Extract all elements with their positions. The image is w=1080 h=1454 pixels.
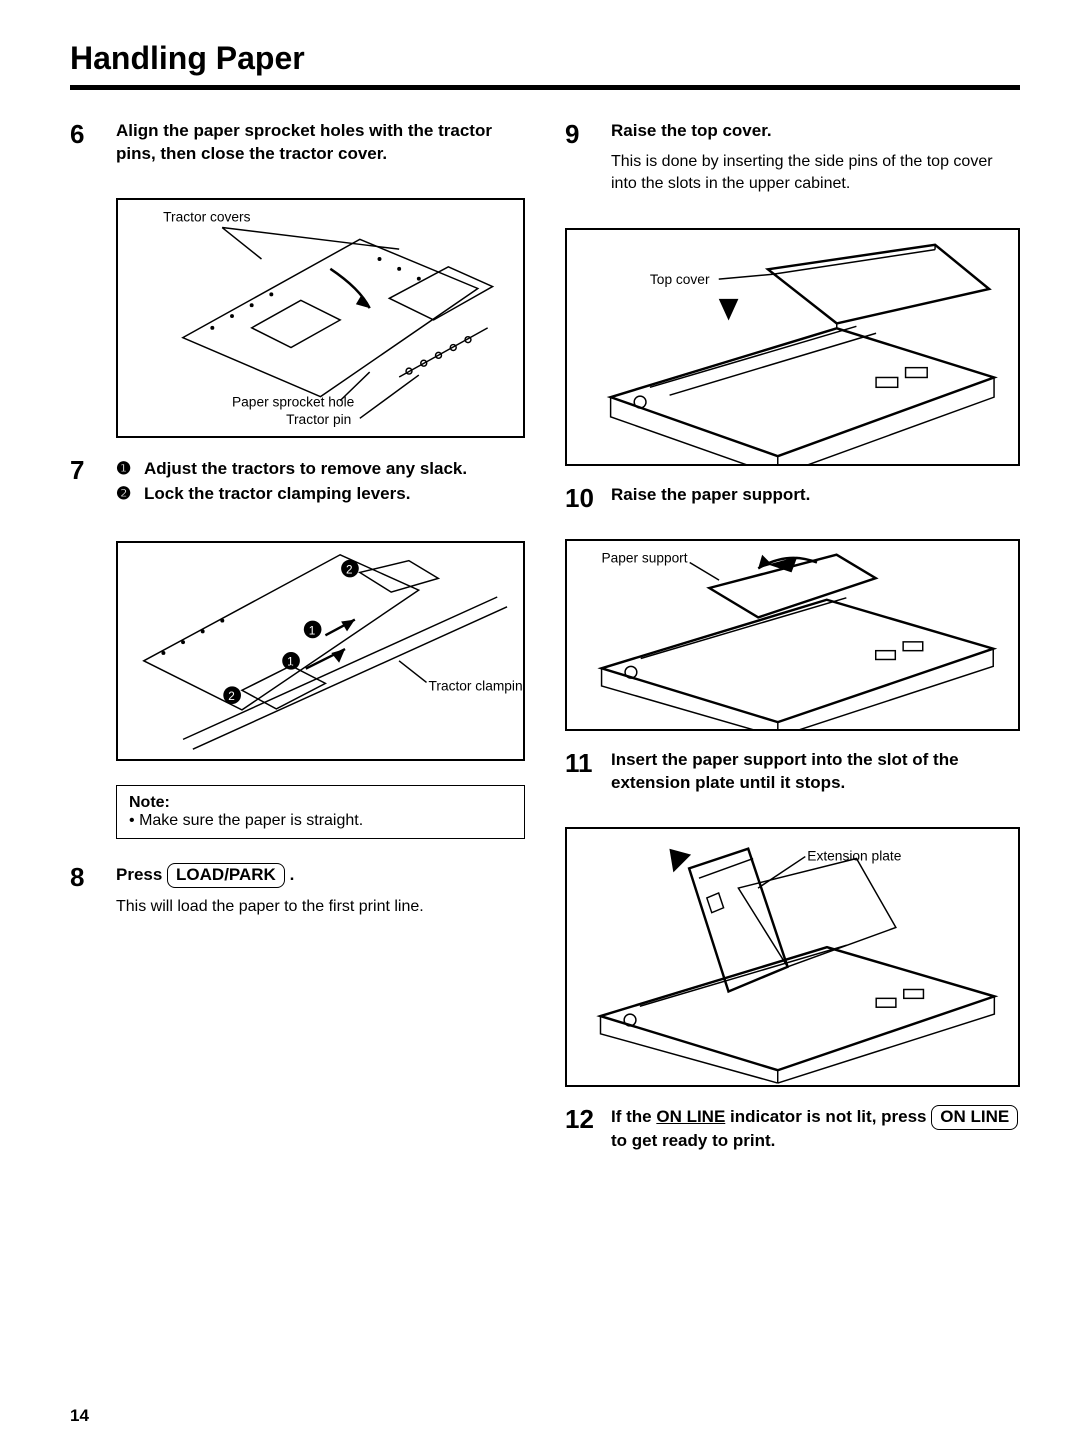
note-box: Note: • Make sure the paper is straight. <box>116 785 525 839</box>
step-body: Insert the paper support into the slot o… <box>611 749 1020 803</box>
step-heading: If the ON LINE indicator is not lit, pre… <box>611 1105 1020 1153</box>
figure-paper-support: Paper support <box>565 539 1020 731</box>
svg-text:Tractor pin: Tractor pin <box>286 412 351 427</box>
step-heading: Raise the paper support. <box>611 484 1020 507</box>
sub-text: Adjust the tractors to remove any slack. <box>144 456 467 482</box>
step-body: Raise the top cover. This is done by ins… <box>611 120 1020 204</box>
svg-text:Tractor covers: Tractor covers <box>163 210 250 225</box>
right-column: 9 Raise the top cover. This is done by i… <box>565 120 1020 1179</box>
page-title: Handling Paper <box>70 40 1020 77</box>
marker-icon: ❷ <box>116 481 144 507</box>
svg-text:Paper support: Paper support <box>602 551 688 566</box>
svg-text:Paper sprocket hole: Paper sprocket hole <box>232 394 355 409</box>
step-number: 9 <box>565 120 611 204</box>
online-underline: ON LINE <box>656 1107 725 1126</box>
svg-text:2: 2 <box>228 690 235 703</box>
step-body: Press LOAD/PARK . This will load the pap… <box>116 863 525 928</box>
step-body: Raise the paper support. <box>611 484 1020 515</box>
step-heading: Align the paper sprocket holes with the … <box>116 120 525 166</box>
svg-text:Top cover: Top cover <box>650 272 710 287</box>
title-rule <box>70 85 1020 90</box>
keycap-load-park: LOAD/PARK <box>167 863 285 888</box>
step-number: 12 <box>565 1105 611 1161</box>
figure-extension-plate: Extension plate <box>565 827 1020 1087</box>
svg-text:2: 2 <box>346 563 353 576</box>
sub-text: Lock the tractor clamping levers. <box>144 481 410 507</box>
step-sublist: ❶Adjust the tractors to remove any slack… <box>116 456 525 507</box>
step-8: 8 Press LOAD/PARK . This will load the p… <box>70 863 525 928</box>
step-6: 6 Align the paper sprocket holes with th… <box>70 120 525 174</box>
columns: 6 Align the paper sprocket holes with th… <box>70 120 1020 1179</box>
marker-icon: ❶ <box>116 456 144 482</box>
step-heading: Insert the paper support into the slot o… <box>611 749 1020 795</box>
keycap-online: ON LINE <box>931 1105 1018 1130</box>
step-12: 12 If the ON LINE indicator is not lit, … <box>565 1105 1020 1161</box>
bullet-icon: • <box>129 812 135 829</box>
step-heading: Raise the top cover. <box>611 120 1020 143</box>
step-number: 7 <box>70 456 116 517</box>
step-10: 10 Raise the paper support. <box>565 484 1020 515</box>
step-text: This is done by inserting the side pins … <box>611 151 1020 194</box>
left-column: 6 Align the paper sprocket holes with th… <box>70 120 525 1179</box>
step-body: If the ON LINE indicator is not lit, pre… <box>611 1105 1020 1161</box>
note-title: Note: <box>129 794 512 812</box>
step-number: 8 <box>70 863 116 928</box>
step-number: 6 <box>70 120 116 174</box>
svg-text:Tractor clamping levers: Tractor clamping levers <box>429 678 524 693</box>
note-text: • Make sure the paper is straight. <box>129 812 512 830</box>
step-9: 9 Raise the top cover. This is done by i… <box>565 120 1020 204</box>
step-7: 7 ❶Adjust the tractors to remove any sla… <box>70 456 525 517</box>
step-heading: Press LOAD/PARK . <box>116 863 525 888</box>
step-number: 10 <box>565 484 611 515</box>
step-11: 11 Insert the paper support into the slo… <box>565 749 1020 803</box>
step-body: ❶Adjust the tractors to remove any slack… <box>116 456 525 517</box>
figure-tractor-covers: Tractor covers Paper sprocke <box>116 198 525 438</box>
step-number: 11 <box>565 749 611 803</box>
step-body: Align the paper sprocket holes with the … <box>116 120 525 174</box>
figure-clamping-levers: 2 1 1 2 Tractor clamping levers <box>116 541 525 761</box>
svg-text:Extension plate: Extension plate <box>807 848 901 863</box>
svg-text:1: 1 <box>309 624 316 637</box>
step-text: This will load the paper to the first pr… <box>116 896 525 918</box>
figure-top-cover: Top cover <box>565 228 1020 466</box>
page-number: 14 <box>70 1406 89 1426</box>
